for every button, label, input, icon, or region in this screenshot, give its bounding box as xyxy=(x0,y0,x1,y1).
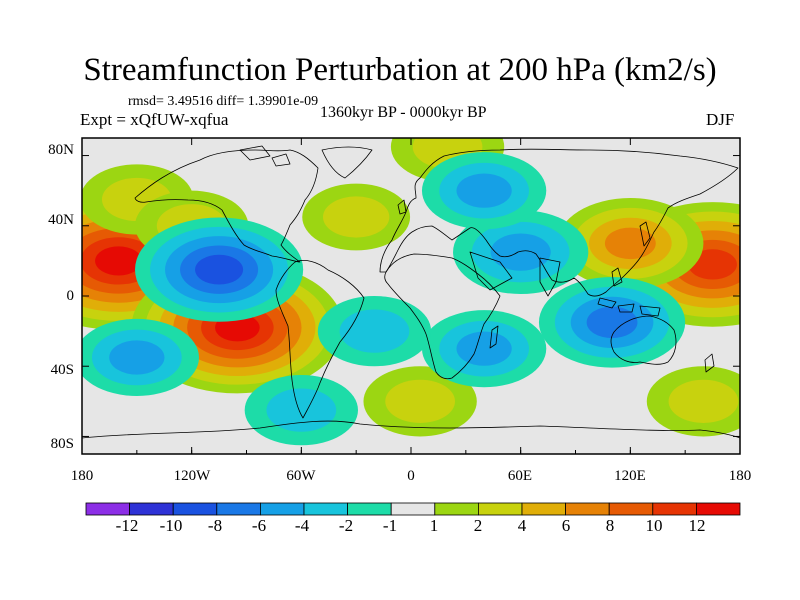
lat-tick-label: 80N xyxy=(48,142,74,158)
colorbar-swatch xyxy=(347,502,392,516)
lat-tick-label: 40N xyxy=(48,212,74,228)
positive-anomaly xyxy=(604,227,656,260)
lon-tick-label: 0 xyxy=(407,468,415,484)
lon-tick-label: 120W xyxy=(173,468,211,484)
colorbar-label: -1 xyxy=(382,516,398,535)
colorbar-label: -2 xyxy=(338,516,354,535)
lon-tick-label: 60E xyxy=(507,468,533,484)
colorbar-label: -12 xyxy=(115,516,139,535)
colorbar-label: 8 xyxy=(605,516,615,535)
colorbar-swatch xyxy=(259,502,305,516)
lon-tick-label: 180 xyxy=(728,468,752,484)
colorbar-swatch xyxy=(477,502,523,516)
negative-anomaly xyxy=(490,233,551,271)
colorbar-label: 12 xyxy=(688,516,706,535)
negative-anomaly xyxy=(456,331,512,366)
negative-anomaly xyxy=(456,173,512,208)
statistics-label: rmsd= 3.49516 diff= 1.39901e-09 xyxy=(128,94,319,109)
colorbar-swatch xyxy=(172,502,218,516)
colorbar-swatch xyxy=(303,502,348,516)
season-label: DJF xyxy=(706,110,735,129)
lon-tick-label: 180 xyxy=(70,468,94,484)
colorbar-label: 4 xyxy=(517,516,527,535)
positive-anomaly xyxy=(688,249,737,280)
colorbar-swatch xyxy=(129,502,174,516)
colorbar-label: 2 xyxy=(473,516,483,535)
colorbar-label: -10 xyxy=(159,516,183,535)
colorbar-swatch xyxy=(652,502,697,516)
colorbar-label: -8 xyxy=(207,516,223,535)
colorbar-swatch xyxy=(521,502,566,516)
axis-ticks xyxy=(81,138,741,454)
colorbar-swatch xyxy=(85,502,130,516)
lat-tick-label: 80S xyxy=(50,436,74,452)
negative-anomaly xyxy=(109,340,165,375)
contour-field xyxy=(82,138,740,454)
map-title: Streamfunction Perturbation at 200 hPa (… xyxy=(83,52,717,88)
colorbar-swatch xyxy=(434,502,479,516)
positive-anomaly xyxy=(322,196,390,238)
colorbar-swatch xyxy=(390,502,436,516)
positive-anomaly xyxy=(95,246,143,276)
positive-anomaly xyxy=(385,379,456,423)
lat-tick-label: 0 xyxy=(66,288,75,304)
experiment-label: Expt = xQfUW-xqfua xyxy=(80,110,229,129)
colorbar-swatch xyxy=(696,502,741,516)
colorbar-label: 10 xyxy=(645,516,663,535)
coastlines xyxy=(82,145,740,439)
colorbar-label: 6 xyxy=(561,516,571,535)
colorbar-label: -4 xyxy=(294,516,310,535)
colorbar-swatch xyxy=(216,502,261,516)
colorbar-label: 1 xyxy=(429,516,439,535)
negative-anomaly xyxy=(586,306,638,339)
lon-tick-label: 120E xyxy=(614,468,646,484)
colorbar-label: -6 xyxy=(251,516,267,535)
period-label: 1360kyr BP - 0000kyr BP xyxy=(320,104,487,121)
negative-anomaly xyxy=(195,254,244,285)
colorbar xyxy=(85,502,741,516)
lon-tick-label: 60W xyxy=(286,468,316,484)
colorbar-swatch xyxy=(565,502,610,516)
colorbar-swatch xyxy=(608,502,654,516)
lat-tick-label: 40S xyxy=(50,362,74,378)
negative-anomaly xyxy=(339,309,410,353)
positive-anomaly xyxy=(668,379,739,423)
